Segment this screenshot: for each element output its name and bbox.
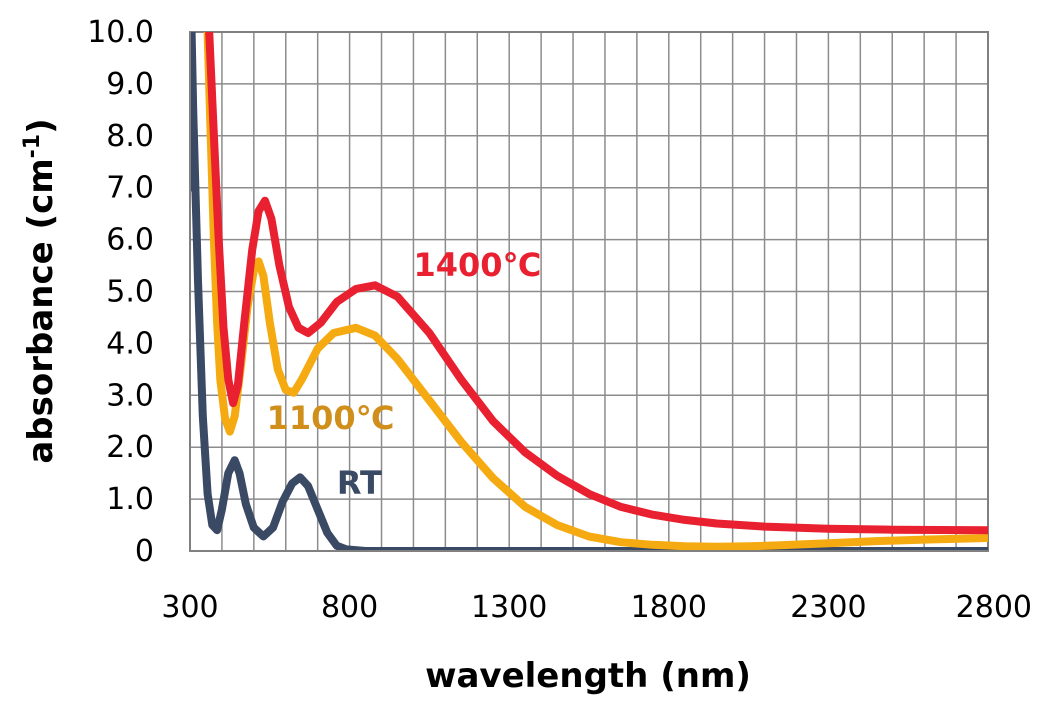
y-tick-label: 8.0 (106, 119, 154, 154)
x-tick-label: 2800 (956, 590, 1032, 625)
y-tick-label: 9.0 (106, 67, 154, 102)
x-tick-label: 300 (161, 590, 218, 625)
series-line-1100 (203, 32, 988, 551)
x-tick-label: 1800 (631, 590, 707, 625)
series-labels: 1400℃ 1100℃ RT (267, 246, 542, 502)
x-axis-title: wavelength (nm) (425, 656, 751, 696)
series-label-rt: RT (337, 464, 382, 502)
axis-lines (189, 32, 988, 552)
series-line-1400 (205, 32, 988, 535)
y-axis-title-close: ) (21, 118, 61, 134)
x-tick-labels: 300 800 1300 1800 2300 2800 (161, 590, 1032, 625)
y-tick-labels: 0 1.0 2.0 3.0 4.0 5.0 6.0 7.0 8.0 9.0 10.0 (87, 15, 154, 569)
x-tick-label: 2300 (790, 590, 866, 625)
y-axis-title-sup: -1 (20, 134, 45, 158)
y-tick-label: 10.0 (87, 15, 154, 50)
grid (190, 32, 988, 551)
y-axis-title-main: absorbance (cm (21, 158, 61, 463)
y-tick-label: 5.0 (106, 275, 154, 310)
y-tick-label: 6.0 (106, 223, 154, 258)
series-line-rt (190, 32, 988, 551)
y-tick-label: 0 (135, 534, 154, 569)
series-label-1100: 1100℃ (267, 399, 395, 437)
y-tick-label: 4.0 (106, 326, 154, 361)
y-axis-title: absorbance (cm-1) (20, 118, 61, 463)
x-tick-label: 800 (321, 590, 378, 625)
series-label-1400: 1400℃ (413, 246, 541, 284)
x-tick-label: 1300 (471, 590, 547, 625)
y-tick-label: 1.0 (106, 482, 154, 517)
series-lines (190, 32, 988, 551)
y-tick-label: 3.0 (106, 378, 154, 413)
y-tick-label: 7.0 (106, 171, 154, 206)
y-tick-label: 2.0 (106, 430, 154, 465)
